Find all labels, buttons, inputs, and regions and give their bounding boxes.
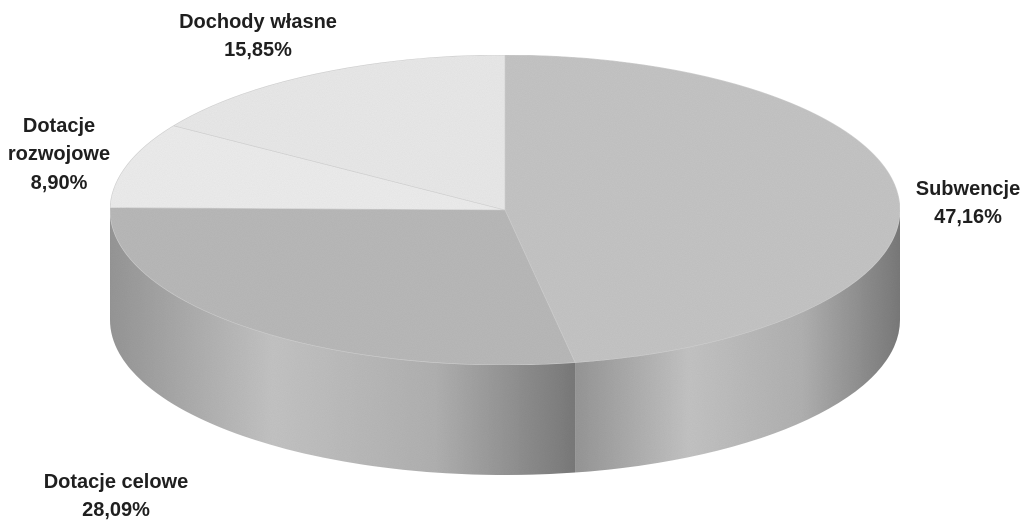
slice-value: 28,09% [82, 499, 150, 521]
slice-label-dochody-wlasne: Dochody własne 15,85% [179, 11, 337, 61]
slice-name: Dochody własne [179, 11, 337, 33]
slice-name: Subwencje [916, 178, 1020, 200]
pie-side [110, 210, 900, 475]
slice-label-subwencje: Subwencje 47,16% [916, 178, 1020, 228]
slice-name: Dotacje celowe [44, 471, 189, 493]
pie-slice-3 [172, 54, 506, 211]
slice-name: Dotacje [23, 115, 95, 137]
slice-name-line2: rozwojowe [8, 143, 110, 165]
slice-label-dotacje-rozwojowe: Dotacje rozwojowe 8,90% [8, 115, 110, 194]
pie-slice-1 [109, 207, 576, 366]
pie-slice-0 [504, 54, 901, 363]
slice-label-dotacje-celowe: Dotacje celowe 28,09% [44, 471, 189, 521]
slice-value: 47,16% [934, 206, 1002, 228]
pie-side-segment-1 [110, 210, 576, 475]
pie-slice-2 [109, 125, 506, 211]
pie-side-segment-0 [575, 210, 900, 473]
slice-value: 8,90% [31, 172, 88, 194]
pie-top [109, 54, 901, 366]
slice-value: 15,85% [224, 39, 292, 61]
